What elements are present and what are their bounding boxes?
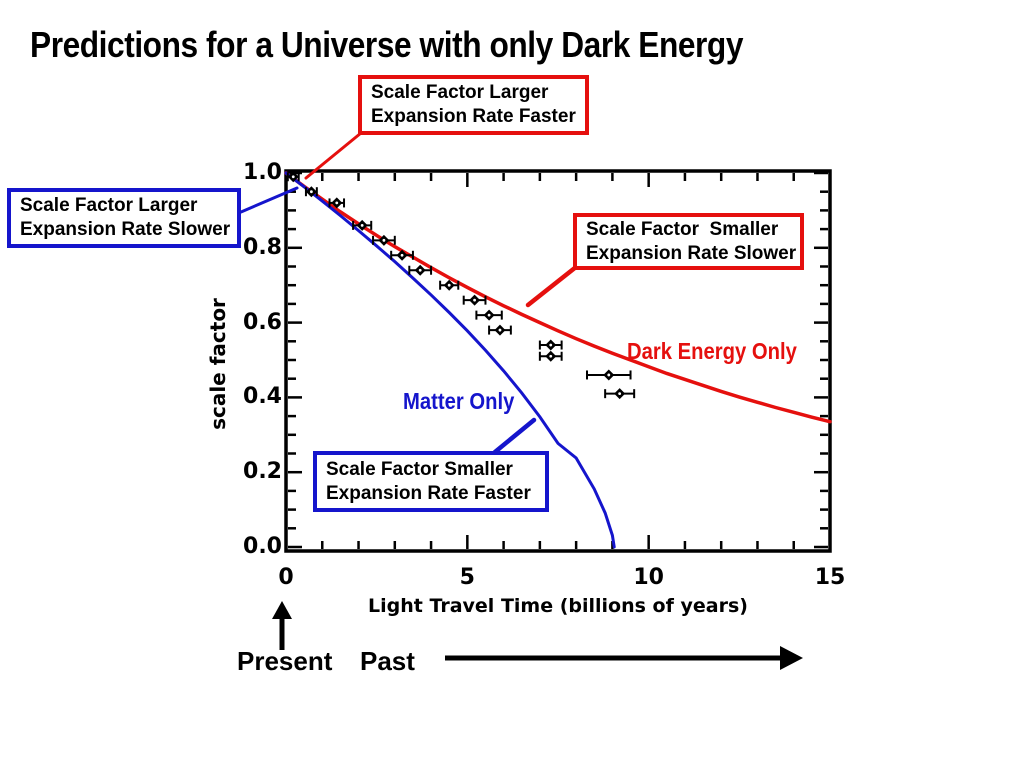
callout-text: Scale Factor Larger: [20, 195, 198, 216]
y-tick-label: 1.0: [243, 160, 282, 185]
callout-text: Expansion Rate Slower: [586, 242, 797, 264]
y-tick-label: 0.0: [243, 534, 282, 559]
callout-scale-smaller-expansion-faster: Scale Factor Smaller Expansion Rate Fast…: [313, 451, 549, 512]
page-title: Predictions for a Universe with only Dar…: [30, 24, 744, 65]
y-tick-label: 0.4: [243, 384, 282, 410]
callout-text: Expansion Rate Faster: [371, 106, 576, 127]
data-point-diamond: [287, 171, 299, 183]
y-tick-label: 0.2: [243, 459, 282, 485]
callout-text: Scale Factor Smaller: [586, 218, 779, 240]
data-point-diamond: [356, 219, 368, 231]
y-axis-title: scale factor: [206, 298, 230, 430]
data-point-diamond: [331, 197, 343, 209]
data-point-diamond: [545, 339, 557, 351]
callout-line-right-red: [525, 264, 579, 308]
data-point-diamond: [414, 264, 426, 276]
x-tick-label: 10: [633, 565, 664, 590]
data-point-diamond: [603, 369, 615, 381]
callout-scale-larger-expansion-slower: Scale Factor Larger Expansion Rate Slowe…: [7, 188, 241, 248]
data-point-center: [498, 328, 502, 332]
data-point-center: [418, 268, 422, 272]
data-point-diamond: [494, 324, 506, 336]
data-point-center: [618, 392, 622, 396]
y-tick-label: 0.6: [243, 309, 282, 335]
callout-scale-larger-expansion-faster: Scale Factor Larger Expansion Rate Faste…: [358, 75, 589, 135]
callout-text: Scale Factor Smaller: [326, 458, 513, 480]
present-label: Present: [237, 646, 333, 676]
data-point-diamond: [305, 186, 317, 198]
data-point-diamond: [469, 294, 481, 306]
dark-energy-curve: [284, 171, 832, 424]
x-tick-label: 0: [278, 565, 294, 590]
data-point-diamond: [378, 234, 390, 246]
matter-curve-label: Matter Only: [403, 388, 515, 414]
data-point-center: [360, 223, 364, 227]
data-point-center: [487, 313, 491, 317]
past-label: Past: [360, 646, 415, 676]
data-point-diamond: [614, 388, 626, 400]
x-tick-label: 15: [814, 565, 846, 590]
data-point-diamond: [396, 249, 408, 261]
callout-scale-smaller-expansion-slower: Scale Factor Smaller Expansion Rate Slow…: [573, 213, 804, 270]
data-point-center: [607, 373, 611, 377]
x-tick-label: 5: [459, 565, 475, 590]
data-point-center: [335, 201, 339, 205]
data-point-center: [309, 190, 313, 194]
data-point-center: [549, 354, 553, 358]
data-point-diamond: [545, 350, 557, 362]
data-point-center: [447, 283, 451, 287]
callout-text: Expansion Rate Faster: [326, 482, 531, 504]
data-point-center: [291, 175, 295, 179]
x-axis-title: Light Travel Time (billions of years): [368, 595, 748, 617]
data-point-diamond: [443, 279, 455, 291]
data-point-center: [549, 343, 553, 347]
callout-line-left-blue: [239, 186, 299, 214]
callout-line-bottom-blue: [492, 417, 537, 455]
callout-text: Scale Factor Larger: [371, 82, 549, 103]
callout-text: Expansion Rate Slower: [20, 219, 231, 240]
data-point-center: [473, 298, 476, 302]
data-point-diamond: [483, 309, 495, 321]
past-arrow-head: [780, 646, 803, 670]
data-point-center: [382, 238, 386, 242]
dark-energy-curve-label: Dark Energy Only: [627, 338, 797, 364]
callout-line-top-red: [304, 131, 363, 180]
data-point-center: [400, 253, 404, 257]
